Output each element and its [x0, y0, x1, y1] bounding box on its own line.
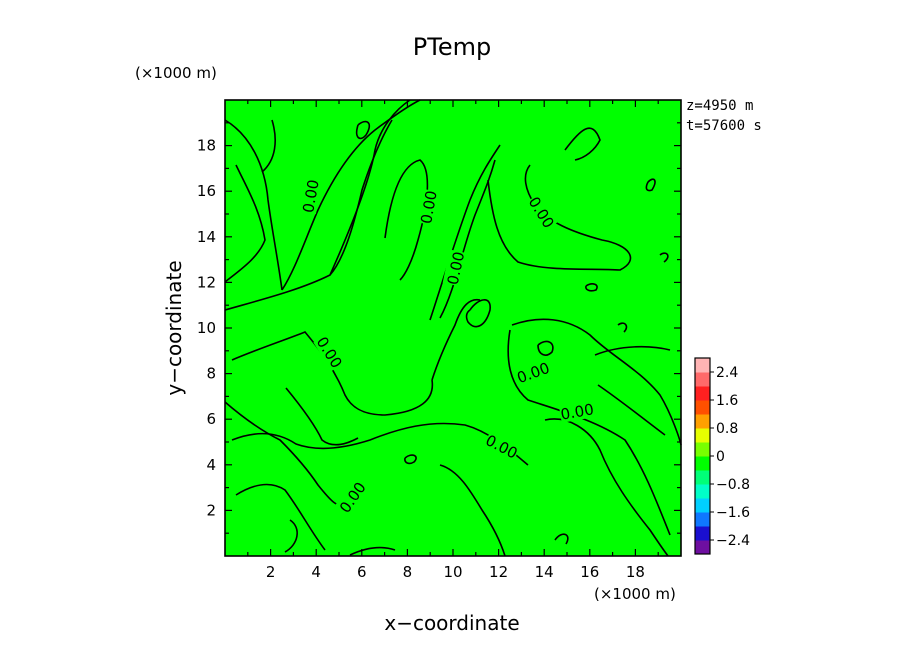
contour-line: [439, 159, 496, 319]
y-tick-label: 6: [206, 410, 216, 428]
y-tick-label: 18: [197, 137, 216, 155]
contour-label: 0.00: [558, 399, 596, 424]
x-tick-label: 10: [443, 563, 462, 581]
contour-line: [564, 127, 601, 161]
y-axis-label: y−coordinate: [162, 260, 186, 395]
contour-line: [384, 159, 429, 281]
x-tick-label: 4: [311, 563, 321, 581]
x-tick-label: 8: [403, 563, 413, 581]
contour-line: [281, 99, 421, 291]
x-axis: 2 4 6 8 10 12 14 16 18: [247, 100, 659, 581]
colorbar-label: 1.6: [716, 393, 738, 409]
x-tick-label: 12: [489, 563, 508, 581]
y-tick-label: 16: [197, 182, 216, 200]
contour-line: [329, 119, 393, 276]
svg-text:0.00: 0.00: [299, 178, 323, 214]
contour-line: [224, 164, 266, 283]
colorbar: 2.4 1.6 0.8 0 −0.8 −1.6 −2.4: [694, 357, 750, 555]
colorbar-label: −0.8: [716, 477, 750, 493]
contour-line: [349, 546, 396, 556]
y-tick-label: 10: [197, 319, 216, 337]
contour-line: [224, 401, 351, 507]
y-tick-label: 2: [206, 501, 216, 519]
contour-line: [285, 387, 359, 446]
colorbar-label: 0: [716, 449, 725, 465]
contour-lines: [224, 99, 682, 557]
contour-line: [355, 120, 371, 140]
colorbar-segment: [695, 470, 710, 485]
colorbar-segment: [695, 372, 710, 387]
chart-title: PTemp: [413, 33, 491, 61]
colorbar-label: −2.4: [716, 533, 750, 549]
x-tick-label: 6: [357, 563, 367, 581]
contour-line: [431, 298, 481, 381]
y-tick-label: 4: [206, 456, 216, 474]
contour-line: [659, 252, 669, 263]
contour-line: [594, 345, 671, 356]
colorbar-segment: [695, 540, 710, 555]
contour-line: [537, 340, 554, 356]
colorbar-segment: [695, 414, 710, 429]
contour-label: 0.00: [298, 177, 323, 215]
colorbar-segment: [695, 498, 710, 513]
svg-text:0.00: 0.00: [559, 400, 595, 424]
x-tick-label: 14: [535, 563, 554, 581]
colorbar-segment: [695, 456, 710, 471]
svg-text:0.00: 0.00: [417, 189, 441, 225]
x-tick-label: 16: [580, 563, 599, 581]
contour-line: [284, 519, 298, 553]
contour-line: [544, 418, 669, 557]
contour-line: [429, 144, 501, 321]
contour-line: [645, 178, 656, 192]
contour-line: [465, 299, 491, 328]
contour-line: [617, 322, 628, 333]
contour-line: [235, 483, 326, 551]
x-tick-label: 2: [266, 563, 276, 581]
contour-line: [554, 533, 569, 545]
colorbar-label: −1.6: [716, 505, 750, 521]
y-tick-label: 8: [206, 365, 216, 383]
colorbar-segment: [695, 526, 710, 541]
colorbar-label: 0.8: [716, 421, 738, 437]
contour-line: [597, 384, 666, 436]
contour-label: 0.00: [416, 188, 441, 226]
contour-line: [439, 464, 506, 557]
contour-line: [224, 119, 283, 291]
info-time: t=57600 s: [686, 118, 762, 134]
contour-line: [261, 119, 276, 173]
contour-line: [507, 329, 671, 536]
x-axis-label: x−coordinate: [384, 611, 519, 635]
colorbar-segment: [695, 442, 710, 457]
contour-line: [585, 283, 598, 292]
y-axis: 2 4 6 8 10 12 14 16 18: [197, 122, 681, 534]
contour-line: [404, 454, 417, 465]
colorbar-segment: [695, 428, 710, 443]
contour-line: [231, 422, 529, 466]
colorbar-segment: [695, 400, 710, 415]
info-z-level: z=4950 m: [686, 98, 753, 114]
colorbar-segment: [695, 484, 710, 499]
y-tick-label: 14: [197, 228, 216, 246]
contour-line: [224, 99, 411, 311]
colorbar-segment: [695, 358, 710, 373]
x-tick-label: 18: [626, 563, 645, 581]
y-tick-label: 12: [197, 273, 216, 291]
colorbar-segment: [695, 512, 710, 527]
contour-line: [231, 331, 434, 416]
y-unit-label: (×1000 m): [135, 64, 217, 82]
colorbar-segment: [695, 386, 710, 401]
contour-line: [511, 318, 682, 446]
x-unit-label: (×1000 m): [594, 585, 676, 603]
colorbar-label: 2.4: [716, 365, 738, 381]
contour-label: 0.00: [442, 249, 468, 287]
